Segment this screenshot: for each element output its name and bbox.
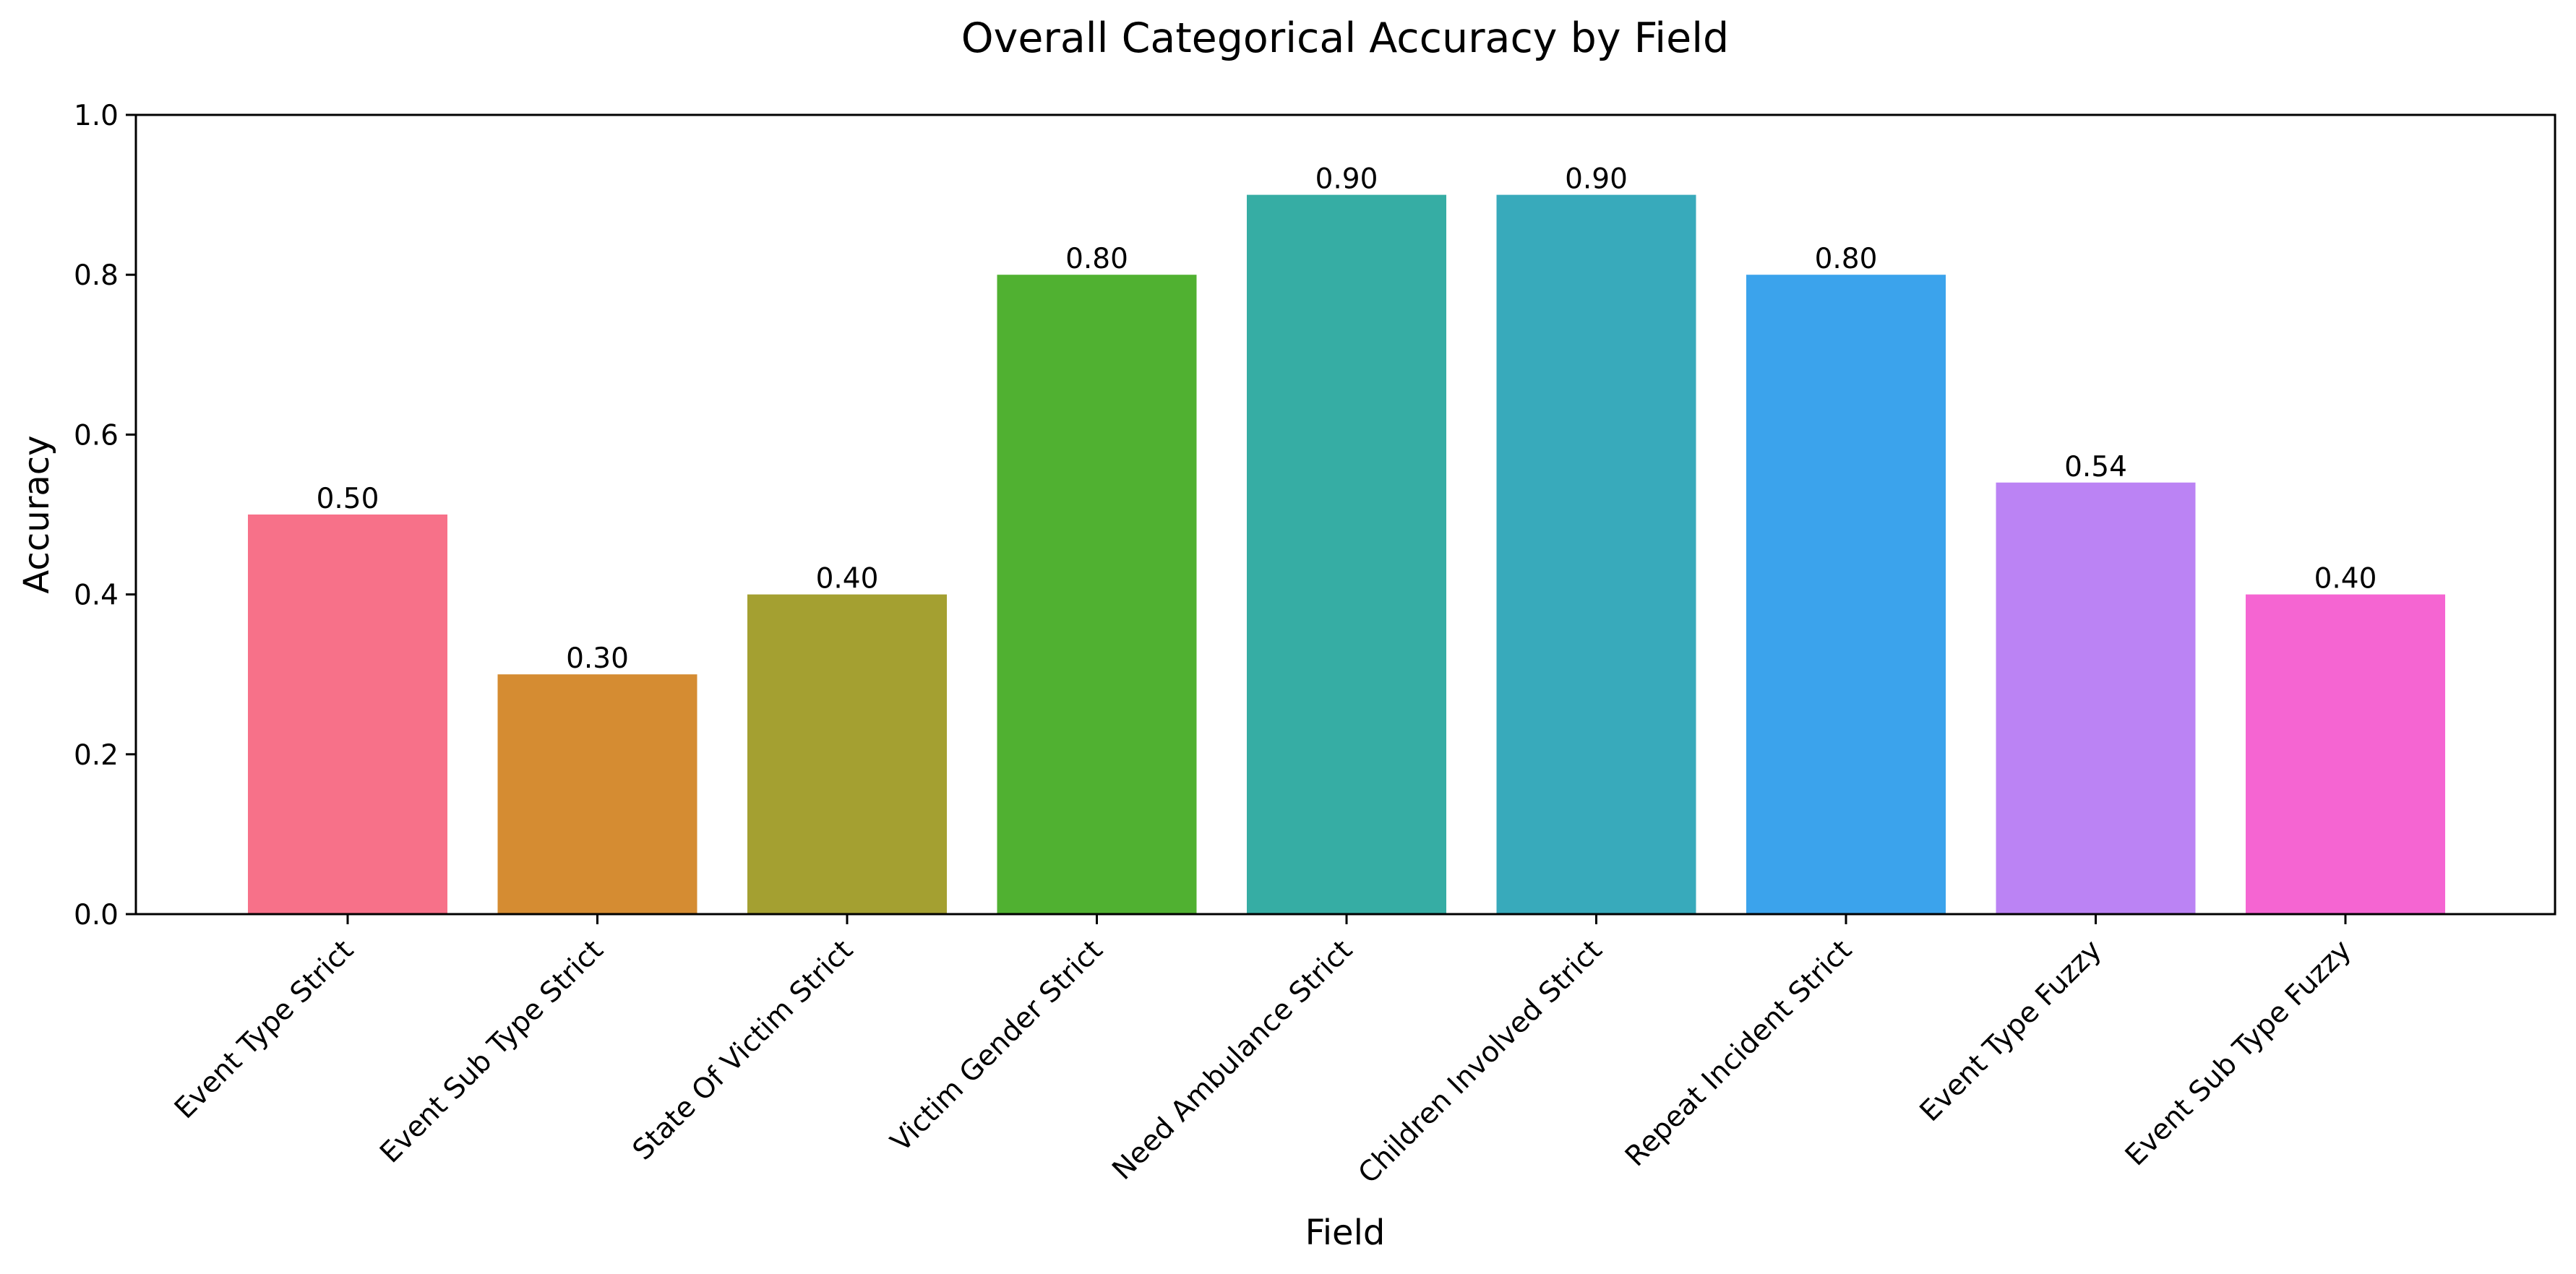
y-tick-label: 1.0	[74, 100, 119, 132]
bar	[997, 275, 1197, 914]
bar	[1496, 194, 1696, 915]
y-axis-label: Accuracy	[17, 435, 57, 593]
chart-title: Overall Categorical Accuracy by Field	[961, 14, 1729, 62]
bar	[248, 515, 447, 914]
bar	[1247, 194, 1446, 915]
y-axis: 0.0 0.2 0.4 0.6 0.8 1.0	[74, 100, 136, 931]
bar-value-label: 0.90	[1315, 163, 1378, 196]
bar-value-label: 0.80	[1815, 243, 1878, 275]
bar	[2246, 594, 2445, 914]
bar-value-label: 0.40	[816, 563, 879, 595]
bar-value-label: 0.90	[1565, 163, 1628, 196]
y-tick-label: 0.2	[74, 739, 119, 772]
bar-value-label: 0.80	[1065, 243, 1128, 275]
y-tick-label: 0.6	[74, 419, 119, 452]
bar	[1996, 482, 2196, 914]
bars-group: 0.50 0.30 0.40 0.80 0.90 0.90 0.80 0.54 0.40	[248, 163, 2445, 915]
bar	[1746, 275, 1946, 914]
bar-value-label: 0.30	[566, 642, 629, 675]
y-tick-label: 0.4	[74, 580, 119, 612]
y-tick-label: 0.0	[74, 899, 119, 931]
bar-value-label: 0.40	[2314, 563, 2377, 595]
y-tick-label: 0.8	[74, 259, 119, 292]
x-axis-label: Field	[1305, 1213, 1386, 1253]
bar-value-label: 0.50	[317, 483, 379, 515]
plot-frame	[134, 113, 2556, 916]
bar	[747, 594, 947, 914]
bar-value-label: 0.54	[2064, 451, 2127, 483]
bar	[497, 674, 697, 914]
